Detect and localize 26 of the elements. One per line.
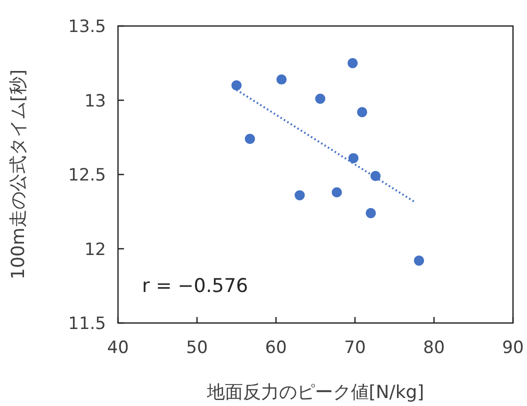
x-tick-label: 50 bbox=[186, 338, 208, 358]
point bbox=[413, 254, 425, 267]
point bbox=[314, 92, 326, 105]
point bbox=[356, 106, 368, 118]
y-tick-label: 13 bbox=[84, 91, 106, 112]
point bbox=[346, 57, 359, 70]
y-tick-label: 12 bbox=[84, 240, 106, 260]
x-tick-label: 60 bbox=[265, 338, 287, 358]
point bbox=[364, 207, 377, 220]
y-tick-label: 12.5 bbox=[68, 166, 106, 186]
y-axis-title: 100m走の公式タイム[秒] bbox=[8, 70, 29, 280]
x-tick-label: 90 bbox=[502, 338, 524, 358]
x-tick-label: 80 bbox=[423, 338, 445, 358]
point bbox=[244, 132, 256, 145]
point bbox=[276, 74, 288, 86]
point bbox=[370, 170, 382, 182]
point bbox=[330, 186, 343, 198]
x-tick-label: 70 bbox=[344, 338, 366, 358]
y-tick-label: 13.5 bbox=[68, 17, 106, 37]
x-tick-label: 40 bbox=[107, 338, 129, 358]
point bbox=[294, 189, 306, 202]
point bbox=[230, 80, 242, 92]
point bbox=[348, 152, 360, 164]
x-axis-title: 地面反力のピーク値[N/kg] bbox=[206, 382, 424, 403]
y-tick-label: 11.5 bbox=[68, 314, 106, 334]
annotation: r = −0.576 bbox=[142, 275, 248, 297]
